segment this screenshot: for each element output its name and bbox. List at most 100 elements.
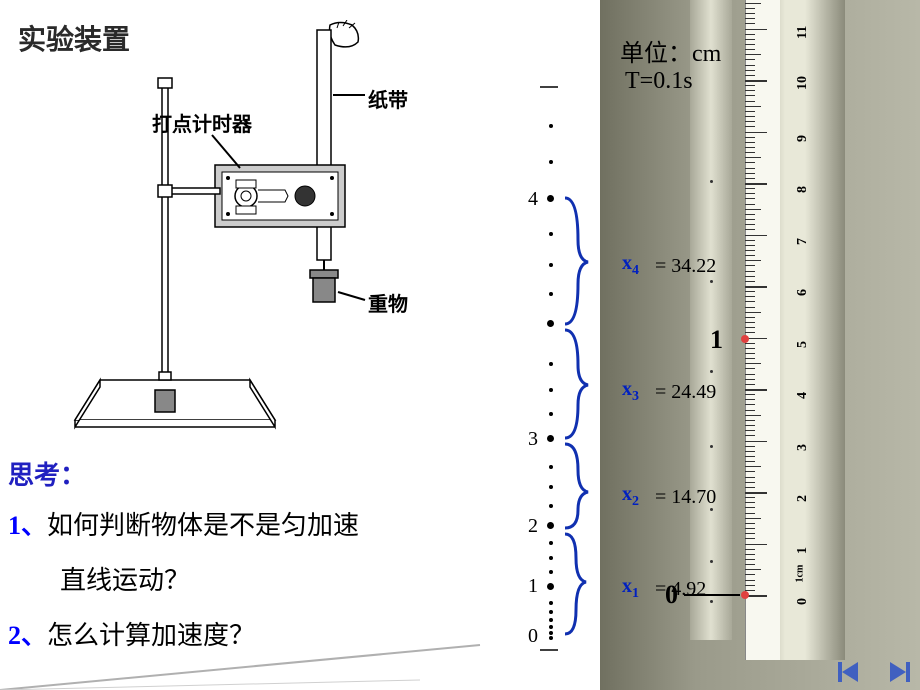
tape-dot	[549, 388, 553, 392]
ruler-cm-label: 1cm	[795, 552, 806, 582]
ruler-tick	[745, 363, 761, 364]
ruler-number: 7	[795, 225, 811, 245]
ruler-tick	[745, 183, 767, 185]
tape-dot	[549, 636, 553, 640]
ruler-red-dot-0	[741, 591, 749, 599]
ruler-tick	[745, 569, 761, 570]
ruler-tick	[745, 198, 755, 199]
ruler-tick	[745, 214, 755, 215]
ruler-tick	[745, 80, 767, 82]
tape-dot	[549, 465, 553, 469]
ruler-number: 9	[795, 122, 811, 142]
ruler-tick	[745, 152, 755, 153]
ruler-tape-dot	[710, 370, 713, 373]
ruler-tick	[745, 173, 755, 174]
ruler-tick	[745, 23, 755, 24]
ruler-tick	[745, 559, 755, 560]
ruler-number: 5	[795, 328, 811, 348]
ruler-tick	[745, 157, 761, 158]
ruler-scale	[745, 0, 780, 660]
ruler-tick	[745, 435, 755, 436]
ruler-tape-dot	[710, 445, 713, 448]
ruler-tick	[745, 85, 755, 86]
tape-dot	[549, 625, 553, 629]
ruler-tick	[745, 137, 755, 138]
ruler-tick	[745, 75, 755, 76]
ruler-label-0: 0	[665, 580, 678, 610]
ruler-tick	[745, 497, 755, 498]
ruler-tick	[745, 384, 755, 385]
zero-line	[684, 594, 740, 596]
ruler-tick	[745, 162, 755, 163]
ruler-tick	[745, 54, 761, 55]
ruler-tick	[745, 502, 755, 503]
ruler-tick	[745, 564, 755, 565]
ruler-tape-dot	[710, 560, 713, 563]
ruler-tick	[745, 518, 761, 519]
ruler-tick	[745, 307, 755, 308]
ruler-tick	[745, 188, 755, 189]
ruler-tick	[745, 461, 755, 462]
ruler-tick	[745, 106, 761, 107]
ruler-number: 10	[795, 70, 811, 90]
q1-text: 如何判断物体是不是匀加速	[47, 511, 359, 540]
ruler-tick	[745, 471, 755, 472]
ruler-tick	[745, 240, 755, 241]
ruler-number: 1	[795, 534, 811, 554]
ruler-tick	[745, 147, 755, 148]
x4-label: x4	[622, 252, 639, 279]
ruler-tick	[745, 312, 761, 313]
ruler-tick	[745, 327, 755, 328]
period-label: T=0.1s	[625, 68, 693, 95]
ruler-tick	[745, 348, 755, 349]
ruler-tick	[745, 70, 755, 71]
ruler-tick	[745, 204, 755, 205]
ruler-tick	[745, 29, 767, 31]
ruler-tick	[745, 580, 755, 581]
ruler-tick	[745, 507, 755, 508]
unit-label: 单位：cm	[620, 33, 721, 68]
ruler-tick	[745, 229, 755, 230]
ruler-tick	[745, 549, 755, 550]
ruler-tick	[745, 209, 761, 210]
tape-dot	[549, 601, 553, 605]
tape-point-top	[547, 195, 554, 202]
tape-dot	[549, 292, 553, 296]
point-label-1: 1	[518, 575, 538, 598]
ruler-tick	[745, 65, 755, 66]
ruler-number: 8	[795, 173, 811, 193]
ruler-tick	[745, 528, 755, 529]
ruler-tick	[745, 410, 755, 411]
ruler-tick	[745, 271, 755, 272]
ruler-tick	[745, 142, 755, 143]
ruler-tick	[745, 322, 755, 323]
tape-dot	[549, 610, 553, 614]
tape-dot	[549, 362, 553, 366]
tape-dot	[549, 556, 553, 560]
nav-next-button[interactable]	[878, 660, 910, 684]
tape-dot	[549, 160, 553, 164]
ruler-tick	[745, 404, 755, 405]
question-1: 1、如何判断物体是不是匀加速	[8, 505, 359, 542]
ruler-tick	[745, 513, 755, 514]
ruler-tick	[745, 585, 755, 586]
ruler-tick	[745, 224, 755, 225]
ruler-tick	[745, 34, 755, 35]
q1-number: 1、	[8, 511, 47, 540]
ruler-tape-dot	[710, 280, 713, 283]
apparatus-diagram	[40, 20, 440, 440]
ruler-tick	[745, 374, 755, 375]
ruler-tick	[745, 368, 755, 369]
ruler-number: 4	[795, 379, 811, 399]
ruler-tick	[745, 193, 755, 194]
tape-point-1	[547, 583, 554, 590]
ruler-body: 012345678910111cm	[745, 0, 845, 660]
ruler-tick	[745, 265, 755, 266]
ruler-tick	[745, 121, 755, 122]
nav-prev-button[interactable]	[838, 660, 870, 684]
ruler-tick	[745, 456, 755, 457]
point-label-2: 2	[518, 515, 538, 538]
ruler-tick	[745, 420, 755, 421]
ruler-tick	[745, 250, 755, 251]
ruler-red-dot-1	[741, 335, 749, 343]
